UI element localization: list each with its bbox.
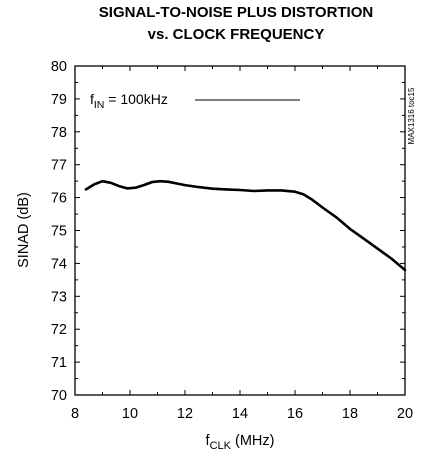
- y-tick-label: 73: [51, 289, 67, 305]
- series-layer: [84, 179, 407, 272]
- y-tick-label: 71: [51, 355, 67, 371]
- chart-title-line1: SIGNAL-TO-NOISE PLUS DISTORTION: [99, 4, 373, 21]
- y-tick-label: 77: [51, 158, 67, 174]
- y-tick-label: 80: [51, 59, 67, 75]
- y-tick-label: 79: [51, 92, 67, 108]
- x-tick-label: 8: [71, 406, 79, 422]
- y-tick-label: 72: [51, 322, 67, 338]
- side-label: MAX1316 toc15: [407, 87, 416, 144]
- x-tick-label: 14: [232, 406, 248, 422]
- chart-title-line2: vs. CLOCK FREQUENCY: [148, 26, 325, 43]
- x-tick-label: 18: [342, 406, 358, 422]
- x-tick-label: 20: [397, 406, 413, 422]
- sinad-series-line: [84, 179, 407, 272]
- y-axis-ticks: 70 71 72 73 74 75 76 77 78 79 80: [51, 59, 405, 404]
- x-axis-label: fCLK (MHz): [206, 433, 275, 452]
- y-tick-label: 75: [51, 224, 67, 240]
- y-axis-label: SINAD (dB): [16, 192, 32, 268]
- plot-frame: [74, 65, 406, 396]
- x-axis-ticks: 8 10 12 14 16 18 20: [71, 66, 413, 422]
- annotation-fin: fIN = 100kHz: [90, 91, 168, 111]
- y-tick-label: 74: [51, 256, 67, 272]
- x-tick-label: 10: [122, 406, 138, 422]
- x-tick-label: 16: [287, 406, 303, 422]
- y-tick-label: 78: [51, 125, 67, 141]
- y-tick-label: 76: [51, 191, 67, 207]
- x-tick-label: 12: [177, 406, 193, 422]
- y-tick-label: 70: [51, 388, 67, 404]
